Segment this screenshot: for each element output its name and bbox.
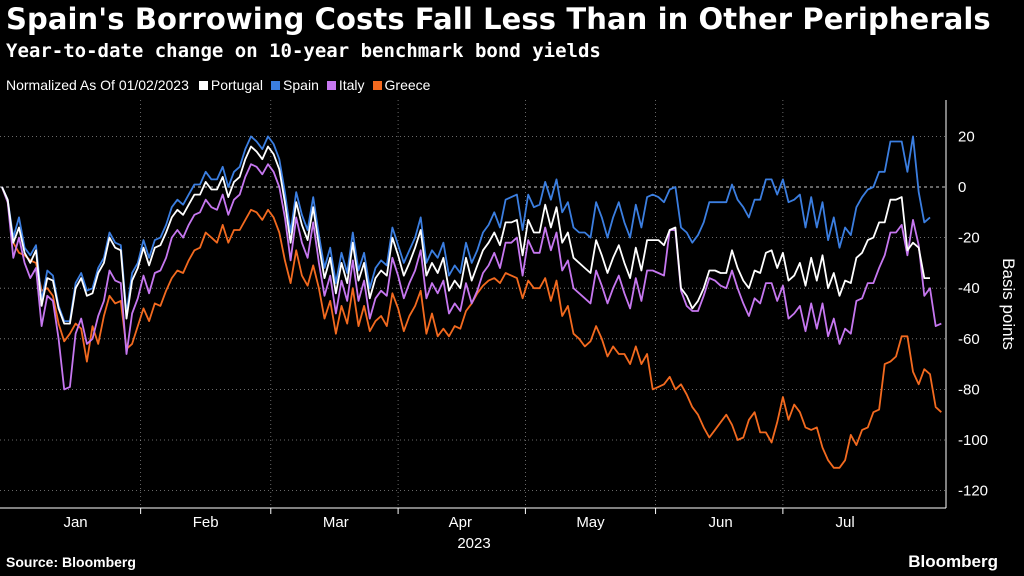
y-tick-label: -100	[958, 432, 988, 449]
normalization-note: Normalized As Of 01/02/2023	[6, 77, 189, 93]
series-line-greece	[1, 186, 942, 469]
legend-label-spain: Spain	[283, 77, 319, 93]
x-tick-label: Feb	[193, 514, 219, 531]
x-tick-label: Jul	[836, 514, 855, 531]
legend-swatch-spain	[271, 80, 281, 90]
x-axis-year-label: 2023	[457, 535, 490, 552]
chart-title: Spain's Borrowing Costs Fall Less Than i…	[6, 2, 991, 36]
x-tick-label: Mar	[323, 514, 349, 531]
y-tick-label: -40	[958, 280, 980, 297]
y-tick-label: 0	[958, 179, 966, 196]
legend-label-greece: Greece	[384, 77, 431, 93]
chart-subtitle: Year-to-date change on 10-year benchmark…	[6, 40, 601, 62]
bloomberg-logo: Bloomberg	[908, 552, 998, 571]
y-tick-label: -80	[958, 381, 980, 398]
x-tick-label: May	[576, 514, 605, 531]
legend: Normalized As Of 01/02/2023 Portugal Spa…	[6, 77, 438, 93]
x-tick-label: Jan	[63, 514, 87, 531]
series-line-italy	[1, 163, 942, 391]
legend-swatch-italy	[326, 80, 336, 90]
series-line-portugal	[1, 145, 930, 325]
legend-item-portugal: Portugal	[198, 77, 264, 93]
x-tick-label: Apr	[449, 514, 472, 531]
legend-label-portugal: Portugal	[210, 77, 264, 93]
y-axis-label: Basis points	[999, 258, 1018, 350]
series-line-spain	[1, 135, 931, 323]
legend-swatch-greece	[372, 80, 382, 90]
x-tick-label: Jun	[709, 514, 733, 531]
legend-item-greece: Greece	[372, 77, 431, 93]
legend-item-italy: Italy	[326, 77, 365, 93]
y-tick-label: -120	[958, 483, 988, 500]
y-tick-label: -20	[958, 230, 980, 247]
source-note: Source: Bloomberg	[6, 554, 136, 570]
legend-label-italy: Italy	[338, 77, 365, 93]
legend-item-spain: Spain	[271, 77, 319, 93]
y-tick-label: 20	[958, 128, 975, 145]
legend-swatch-portugal	[198, 80, 208, 90]
y-tick-label: -60	[958, 331, 980, 348]
